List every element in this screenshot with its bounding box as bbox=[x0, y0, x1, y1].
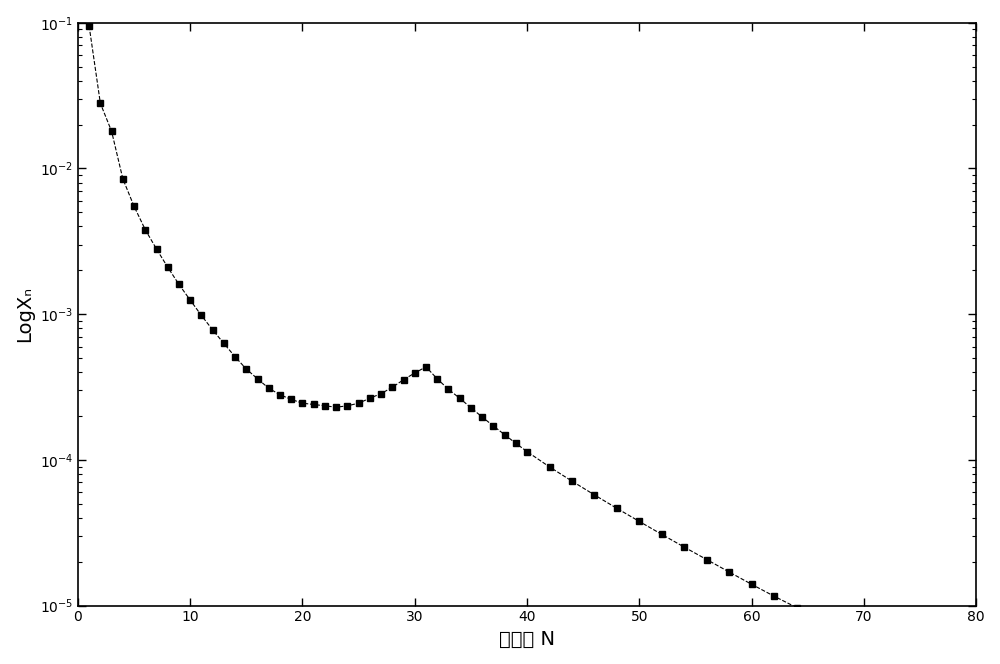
Y-axis label: LogXₙ: LogXₙ bbox=[15, 286, 34, 342]
X-axis label: 碳数， N: 碳数， N bbox=[499, 630, 555, 649]
